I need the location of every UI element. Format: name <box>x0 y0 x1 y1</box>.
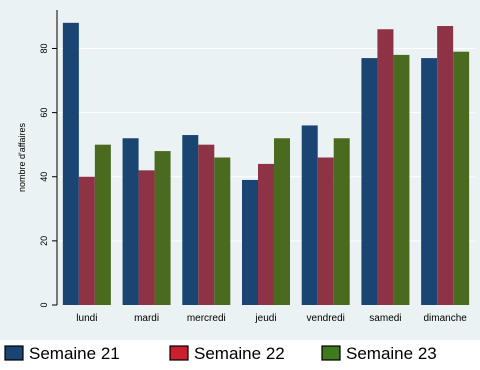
legend-label: Semaine 23 <box>346 344 437 363</box>
y-tick-label: 0 <box>39 302 49 307</box>
legend: Semaine 21 Semaine 22 Semaine 23 <box>4 344 437 363</box>
y-axis-title: nombre d'affaires <box>17 122 27 192</box>
bar-mardi-series-2 <box>138 170 155 305</box>
bar-jeudi-series-2 <box>258 163 274 305</box>
bar-vendredi-series-2 <box>317 157 334 305</box>
x-tick-label: mercredi <box>187 313 226 324</box>
y-tick-label: 60 <box>39 108 49 118</box>
bar-dimanche-series-2 <box>437 26 454 306</box>
bar-mercredi-series-1 <box>182 135 199 305</box>
bar-samedi-series-2 <box>377 29 394 305</box>
legend-label: Semaine 22 <box>194 344 285 363</box>
bar-vendredi-series-1 <box>301 125 318 305</box>
bar-lundi-series-1 <box>62 22 79 306</box>
bar-dimanche-series-1 <box>421 58 438 305</box>
label-layer: 0 20 40 60 80 nombre d'affaires lundi mardi merc… <box>17 43 467 324</box>
x-tick-label: jeudi <box>254 313 276 324</box>
bar-samedi-series-3 <box>393 54 410 306</box>
x-tick-label: vendredi <box>307 313 345 324</box>
legend-label: Semaine 21 <box>29 344 120 363</box>
legend-swatch-series-1 <box>4 345 24 361</box>
bar-lundi-series-2 <box>78 176 95 305</box>
y-tick-label: 40 <box>39 172 49 182</box>
bar-mardi-series-1 <box>122 138 139 305</box>
bar-dimanche-series-3 <box>453 51 470 305</box>
y-tick-label: 20 <box>39 236 49 246</box>
bar-jeudi-series-1 <box>242 179 258 305</box>
x-tick-label: dimanche <box>423 313 467 324</box>
bar-vendredi-series-3 <box>333 138 350 305</box>
bar-jeudi-series-3 <box>274 138 290 305</box>
y-tick-label: 80 <box>39 43 49 53</box>
x-tick-label: lundi <box>76 313 97 324</box>
bar-samedi-series-1 <box>361 58 378 305</box>
x-tick-label: mardi <box>134 313 159 324</box>
bar-layer <box>62 22 470 306</box>
x-tick-label: samedi <box>369 313 401 324</box>
axis-layer <box>52 10 58 306</box>
legend-swatch-series-3 <box>321 345 341 361</box>
bar-lundi-series-3 <box>94 144 111 305</box>
bar-mercredi-series-3 <box>214 157 231 305</box>
bar-mardi-series-3 <box>154 151 171 305</box>
bar-mercredi-series-2 <box>198 144 215 305</box>
legend-swatch-series-2 <box>169 345 189 361</box>
